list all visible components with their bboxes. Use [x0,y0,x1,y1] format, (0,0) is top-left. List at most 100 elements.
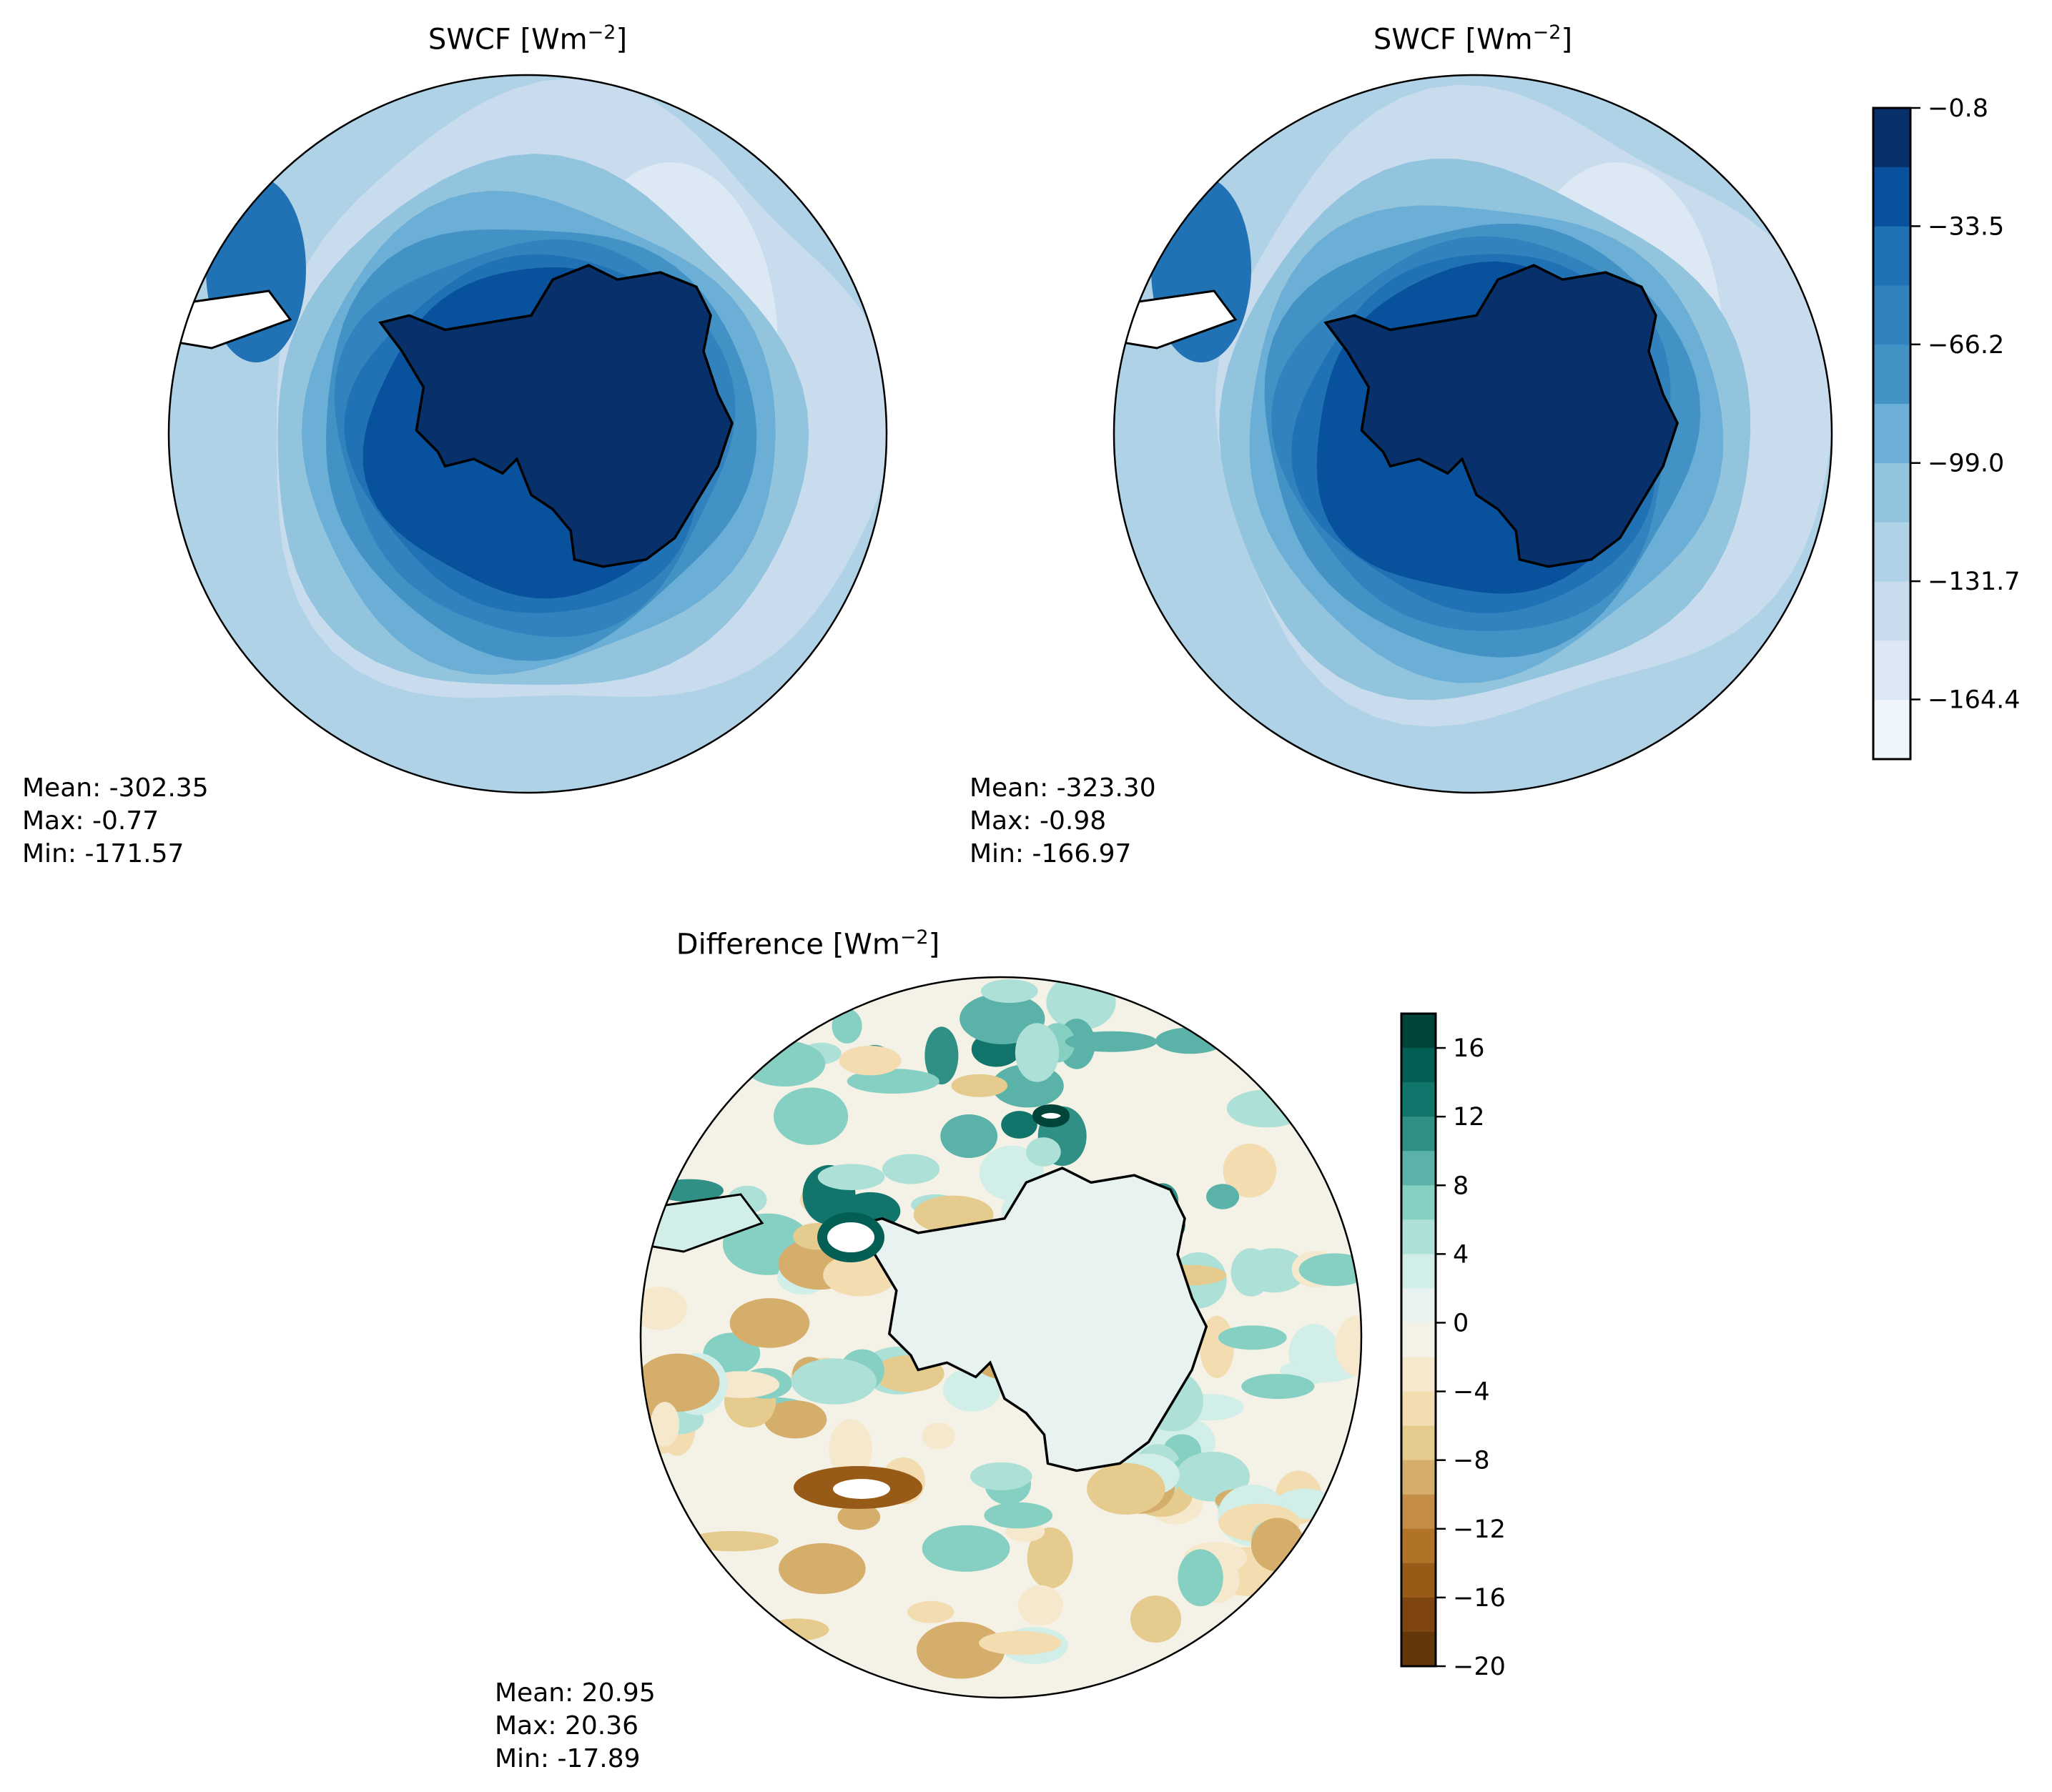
contour-fill [917,1621,1005,1679]
contour-fill [641,1353,720,1412]
colorbar-frame [1400,1012,1437,1668]
colorbar-bin [1401,1082,1436,1117]
contour-fill [817,1164,885,1190]
colorbar-bin [1873,404,1910,464]
colorbar-bin [1401,1288,1436,1324]
contour-fill [1242,1248,1306,1293]
swcf-colorbar: −0.8 −33.5 −66.2 −99.0 −131.7 −164.4 [1872,94,2021,761]
mean-stat: Mean: 20.95 [495,1678,656,1708]
colorbar-tick-label: −66.2 [1928,331,2004,360]
contour-fill [1027,1527,1073,1589]
antarctica-coastline [1323,264,1679,568]
missing-data [833,1479,890,1499]
colorbar-bin [1401,1357,1436,1392]
contour-fill [984,1502,1053,1529]
colorbar-tick-label: −33.5 [1928,212,2004,241]
contour-fill [940,1114,998,1158]
colorbar-frame [1872,107,1912,761]
colorbar-bin [1401,1460,1436,1495]
min-stat: Min: -171.57 [22,839,184,868]
contour-fill [1298,1253,1361,1287]
colorbar-bin [1873,226,1910,287]
swcf-map-1 [167,74,888,794]
contour-fill [829,1419,872,1480]
colorbar-bin [1401,1185,1436,1220]
contour-fill [1335,1315,1361,1377]
contour-fill [764,1400,827,1439]
antarctica-coastline [851,1167,1208,1472]
difference-colorbar: 16 12 8 4 0 −4 −8 −12 −16 −20 [1400,1012,1506,1681]
panel2-title: SWCF [Wm−2] [1373,21,1573,56]
max-stat: Max: 20.36 [495,1711,639,1741]
contour-fill [1130,1595,1181,1643]
contour-fill [970,1462,1032,1490]
colorbar-bin [1401,1219,1436,1254]
map-boundary [639,976,1363,1699]
colorbar-tick-label: 8 [1453,1172,1469,1200]
colorbar-bin [1873,640,1910,701]
colorbar-tick-label: −8 [1453,1447,1490,1475]
south-america-coastline [1114,289,1238,350]
contour-fill [1065,1031,1158,1052]
missing-data [817,1212,884,1262]
contour-fill [823,1253,897,1297]
colorbar-bin [1873,462,1910,523]
difference-map [639,976,1363,1699]
colorbar-tick-label: 12 [1453,1103,1485,1132]
map-boundary [1113,74,1833,794]
colorbar-bin [1873,522,1910,583]
colorbar-bin [1401,1597,1436,1633]
colorbar-bin [1401,1425,1436,1461]
colorbar-bin [1873,108,1910,168]
contour-fill [1017,1585,1063,1626]
contour-fill [686,1530,779,1552]
contour-fill [1015,1023,1060,1082]
mean-stat: Mean: -302.35 [22,773,209,803]
contour-fill [924,1026,959,1085]
colorbar-bin [1401,1254,1436,1289]
contour-fill [650,1402,680,1447]
south-america-coastline [641,1193,764,1253]
max-stat: Max: -0.98 [970,806,1107,836]
colorbar-bin [1401,1391,1436,1427]
colorbar-tick-label: −99.0 [1928,450,2004,478]
colorbar-bin [1401,1494,1436,1530]
contour-fill [839,1046,902,1076]
panel1-stats: Mean: -302.35 Max: -0.77 Min: -171.57 [22,772,209,871]
min-stat: Min: -17.89 [495,1744,641,1773]
colorbar-tick-label: −0.8 [1928,94,1988,123]
colorbar-tick-label: 16 [1453,1034,1485,1063]
contour-fill [1218,1325,1287,1350]
contour-fill [791,1358,877,1405]
contour-fill [765,1618,829,1641]
contour-fill [832,1009,862,1044]
colorbar-bin [1401,1322,1436,1358]
missing-data [1032,1104,1070,1127]
swcf-map-2 [1113,74,1833,794]
colorbar-bin [1401,1048,1436,1083]
mean-stat: Mean: -323.30 [970,773,1156,803]
panel2-stats: Mean: -323.30 Max: -0.98 Min: -166.97 [970,772,1156,871]
colorbar-bin [1873,167,1910,227]
contour-fill [1241,1374,1315,1400]
colorbar-tick-label: −131.7 [1928,568,2021,596]
contour-fill [922,1422,955,1450]
contour-fill [1001,1111,1037,1139]
contour-fill [1087,1462,1165,1515]
colorbar-tick-label: −4 [1453,1378,1490,1407]
colorbar-tick-label: 0 [1453,1309,1469,1337]
min-stat: Min: -166.97 [970,839,1132,868]
contour-fill [1178,1549,1223,1607]
contour-fill [1026,1137,1061,1167]
contour-fill [779,1543,866,1595]
colorbar-bin [1873,581,1910,641]
colorbar-bin [1401,1631,1436,1667]
colorbar-tick-label: −20 [1453,1653,1506,1681]
difference-stats: Mean: 20.95 Max: 20.36 Min: -17.89 [495,1677,656,1776]
contour-fill [729,1298,810,1348]
colorbar-bin [1401,1528,1436,1564]
colorbar-bin [1873,285,1910,345]
contour-fill [641,1287,688,1330]
max-stat: Max: -0.77 [22,806,159,836]
